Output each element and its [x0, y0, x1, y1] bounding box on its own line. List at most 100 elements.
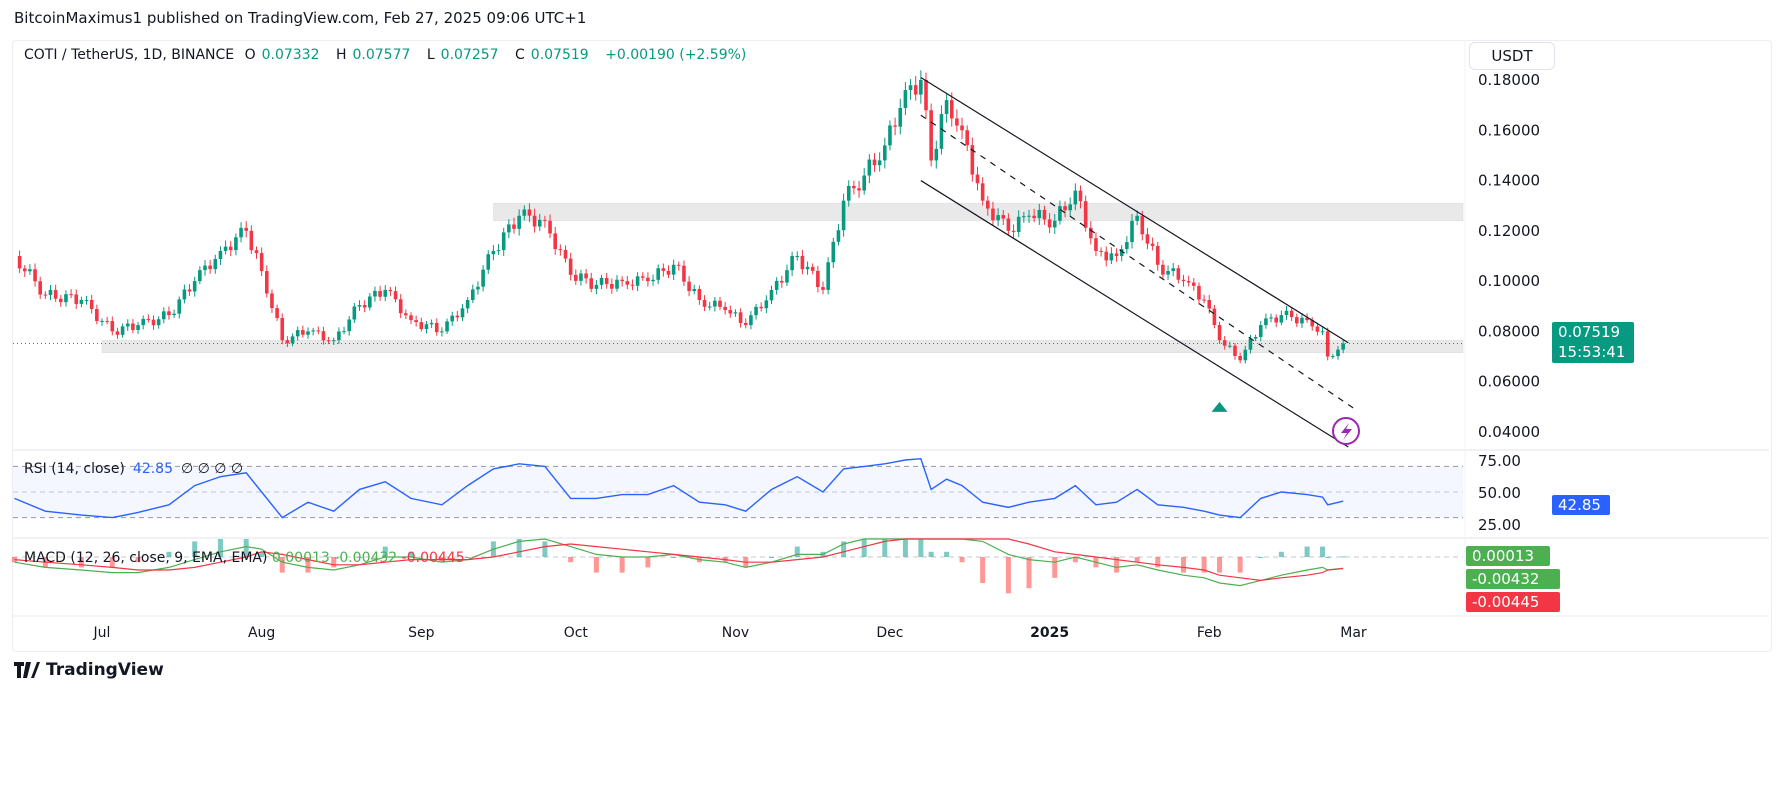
candle-body	[780, 280, 784, 283]
candle-body	[203, 265, 207, 271]
candle-body	[1207, 299, 1212, 309]
publisher-line: BitcoinMaximus1 published on TradingView…	[14, 9, 587, 27]
high-value: 0.07577	[352, 47, 411, 63]
high-label: H	[335, 47, 347, 63]
open-value: 0.07332	[261, 47, 320, 63]
candle-body	[1284, 310, 1289, 316]
candle-body	[610, 283, 614, 289]
candle-body	[774, 280, 779, 290]
candle-body	[218, 250, 223, 260]
candle-body	[352, 306, 357, 320]
candle-body	[1248, 338, 1253, 350]
candle-body	[898, 107, 903, 127]
candle-body	[1063, 206, 1067, 211]
rsi-title: RSI (14, close)	[24, 461, 125, 477]
macd-histogram-bar	[928, 551, 934, 557]
candle-body	[115, 331, 120, 335]
candle-body	[702, 299, 707, 307]
candle-body	[275, 308, 279, 318]
macd-histogram-bar	[305, 557, 311, 573]
candle-body	[1341, 343, 1345, 350]
macd-histogram-bar	[1201, 557, 1207, 573]
candle-body	[465, 299, 470, 309]
macd-histogram-bar	[769, 557, 774, 558]
lightning-alert-icon[interactable]	[1332, 417, 1360, 445]
candle-body	[471, 289, 475, 300]
candle-body	[342, 331, 346, 333]
candle-body	[481, 269, 485, 287]
candle-body	[594, 284, 599, 289]
candle-body	[280, 317, 285, 341]
candle-body	[888, 125, 892, 146]
macd-hist-tag: 0.00013	[1466, 546, 1550, 566]
macd-histogram-bar	[259, 551, 265, 557]
candle-body	[996, 215, 1000, 221]
currency-button[interactable]: USDT	[1469, 42, 1555, 70]
close-value: 0.07519	[530, 47, 589, 63]
candle-body	[754, 306, 758, 316]
candle-body	[156, 319, 161, 326]
last-price-tag: 0.07519 15:53:41	[1552, 322, 1634, 363]
macd-histogram-bar	[619, 557, 625, 573]
footer-brand[interactable]: TradingView	[14, 660, 164, 680]
macd-histogram-bar	[1237, 557, 1243, 573]
candle-body	[810, 266, 815, 271]
candle-body	[378, 290, 382, 297]
candle-body	[59, 298, 63, 303]
candle-body	[1176, 268, 1181, 280]
candle-body	[913, 85, 918, 95]
candle-body	[362, 305, 367, 308]
candle-body	[743, 322, 748, 326]
candle-body	[1130, 220, 1134, 243]
candle-body	[759, 306, 763, 309]
candle-body	[522, 209, 527, 216]
candle-body	[455, 315, 460, 318]
candle-body	[182, 289, 187, 300]
candle-body	[800, 255, 805, 270]
candle-body	[831, 241, 836, 263]
candle-body	[656, 268, 660, 280]
candle-body	[244, 227, 248, 231]
candle-body	[393, 291, 398, 300]
candle-body	[728, 310, 733, 314]
candle-body	[625, 281, 630, 285]
rsi-legend[interactable]: RSI (14, close) 42.85 ∅ ∅ ∅ ∅	[24, 461, 243, 477]
candle-body	[816, 270, 820, 288]
candle-body	[501, 232, 506, 251]
candle-body	[1192, 282, 1196, 286]
rsi-axis-tick: 75.00	[1478, 452, 1521, 470]
candle-body	[445, 321, 449, 332]
macd-histogram-bar	[593, 557, 599, 573]
candle-body	[723, 306, 727, 311]
candle-body	[290, 336, 295, 344]
candle-body	[234, 237, 238, 251]
candle-body	[579, 273, 583, 281]
macd-signal-tag: -0.00445	[1466, 592, 1560, 612]
candle-body	[491, 250, 496, 255]
candle-body	[17, 255, 22, 269]
candle-body	[707, 306, 712, 308]
last-price: 0.07519	[1558, 323, 1621, 341]
candle-body	[599, 277, 604, 285]
macd-histogram-bar	[918, 539, 924, 557]
candle-body	[450, 315, 454, 322]
macd-line-value: -0.00432	[334, 550, 398, 566]
candle-body	[630, 284, 635, 286]
candle-body	[908, 85, 913, 91]
candle-body	[548, 220, 552, 234]
macd-legend[interactable]: MACD (12, 26, close, 9, EMA, EMA) 0.0001…	[24, 550, 465, 566]
candle-body	[883, 145, 887, 161]
macd-histogram-bar	[1052, 557, 1058, 578]
candle-body	[100, 320, 104, 322]
candle-body	[404, 313, 408, 316]
candle-body	[460, 308, 465, 318]
candle-body	[79, 299, 84, 304]
candle-body	[1078, 190, 1083, 202]
candle-body	[74, 294, 79, 304]
candle-body	[373, 290, 377, 297]
macd-histogram-bar	[542, 541, 548, 557]
candle-body	[733, 312, 738, 314]
candle-body	[1042, 209, 1047, 220]
